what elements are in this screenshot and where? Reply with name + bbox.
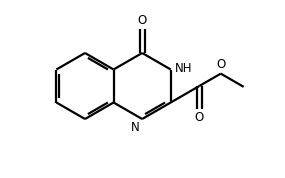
Text: N: N [131,121,139,134]
Text: O: O [216,58,225,71]
Text: O: O [195,111,204,124]
Text: NH: NH [175,62,192,75]
Text: O: O [138,14,147,27]
